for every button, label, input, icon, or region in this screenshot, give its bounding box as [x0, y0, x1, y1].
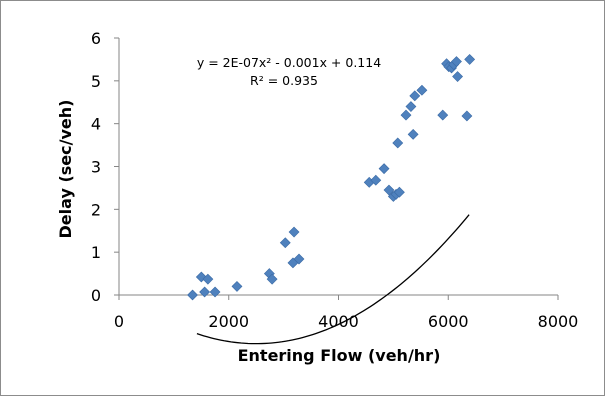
x-tick-label: 0	[114, 312, 124, 331]
data-point	[370, 174, 382, 186]
data-point	[202, 273, 214, 285]
data-point	[279, 237, 291, 249]
data-point	[451, 56, 462, 67]
data-point	[437, 109, 449, 121]
data-point	[392, 137, 404, 149]
data-point	[409, 90, 421, 102]
x-tick-label: 6000	[428, 312, 469, 331]
data-point	[464, 53, 476, 65]
data-point	[187, 289, 198, 301]
trendline-group	[196, 214, 470, 345]
y-tick-label: 6	[91, 29, 101, 48]
data-point	[393, 186, 405, 198]
trendline-equation: y = 2E-07x² - 0.001x + 0.114	[197, 55, 381, 70]
x-axis-title: Entering Flow (veh/hr)	[238, 346, 441, 365]
y-tick-label: 1	[91, 243, 101, 262]
data-points	[187, 53, 476, 301]
x-tick-label: 4000	[318, 312, 359, 331]
data-point	[461, 110, 473, 122]
data-point	[209, 286, 221, 298]
y-tick-label: 0	[91, 286, 101, 305]
y-tick-label: 2	[91, 200, 101, 219]
data-point	[293, 253, 305, 265]
data-point	[383, 184, 395, 196]
data-point	[231, 281, 243, 292]
axes	[114, 37, 559, 300]
data-point	[405, 101, 417, 112]
x-tick-label: 2000	[208, 312, 249, 331]
data-point	[452, 71, 464, 82]
y-axis-title: Delay (sec/veh)	[56, 100, 75, 239]
data-point	[288, 226, 300, 238]
data-point	[378, 163, 390, 175]
y-tick-label: 4	[91, 115, 101, 134]
data-point	[416, 84, 428, 96]
data-point	[199, 286, 211, 298]
x-tick-label: 8000	[538, 312, 579, 331]
data-point	[400, 109, 412, 121]
trendline-r-squared: R² = 0.935	[250, 73, 318, 88]
tick-labels: 0 2000 4000 6000 8000 0 1 2 3 4 5 6	[91, 29, 579, 331]
data-point	[266, 273, 278, 285]
y-tick-label: 5	[91, 72, 101, 91]
trendline	[196, 214, 470, 345]
data-point	[407, 128, 419, 140]
y-tick-label: 3	[91, 158, 101, 177]
